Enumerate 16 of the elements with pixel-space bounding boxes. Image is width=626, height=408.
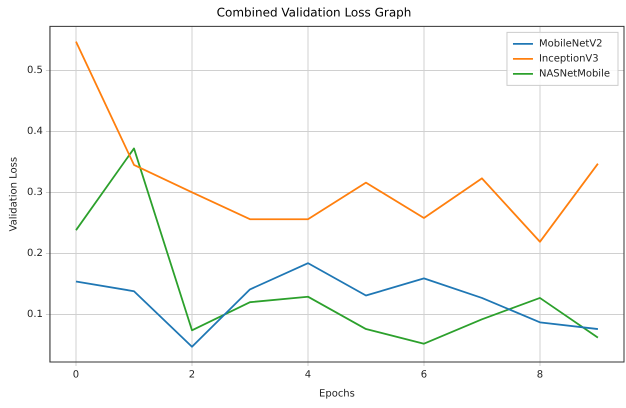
x-tick-label: 2 bbox=[188, 370, 196, 381]
x-axis-title: Epochs bbox=[319, 388, 355, 400]
chart-title: Combined Validation Loss Graph bbox=[216, 5, 412, 20]
x-tick-label: 6 bbox=[420, 370, 428, 381]
x-tick-label: 0 bbox=[72, 370, 80, 381]
y-tick-label: 0.2 bbox=[26, 248, 43, 259]
legend-label: InceptionV3 bbox=[538, 53, 599, 64]
y-tick-label: 0.1 bbox=[26, 309, 43, 320]
legend-label: NASNetMobile bbox=[538, 68, 610, 80]
legend-label: MobileNetV2 bbox=[538, 38, 603, 50]
x-tick-label: 8 bbox=[536, 370, 544, 381]
y-tick-label: 0.4 bbox=[26, 126, 43, 137]
y-tick-label: 0.5 bbox=[26, 64, 43, 76]
x-tick-label: 4 bbox=[304, 370, 312, 381]
y-axis-title: Validation Loss bbox=[8, 156, 20, 232]
y-tick-label: 0.3 bbox=[26, 186, 43, 198]
